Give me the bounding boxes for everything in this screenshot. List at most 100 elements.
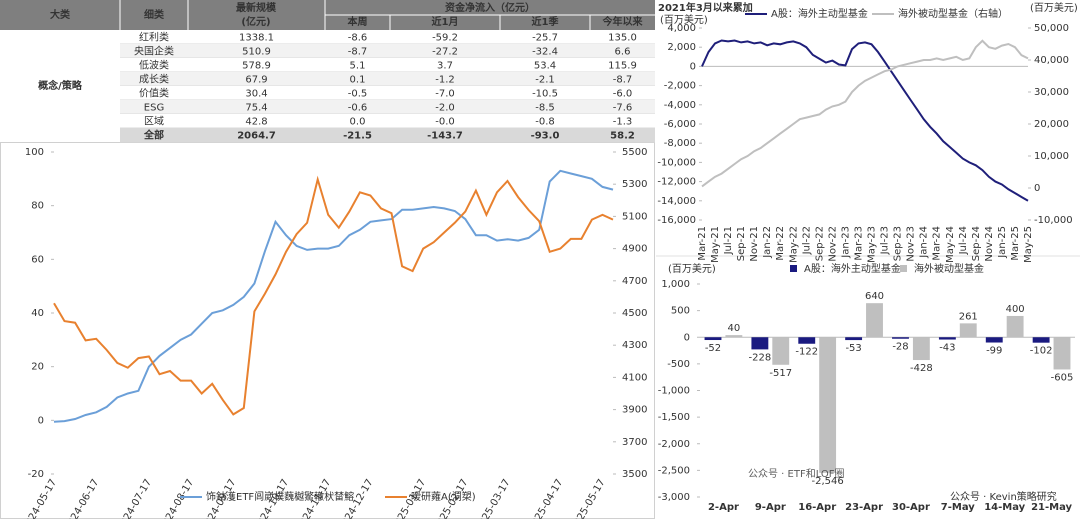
header: 最新规模	[236, 1, 277, 14]
tick-label: 3500	[622, 469, 647, 480]
table-cell: -6.0	[613, 89, 633, 100]
tick-label: -10,000	[1034, 215, 1073, 226]
table-cell: -0.0	[435, 117, 455, 128]
table-cell: 578.9	[242, 61, 271, 72]
tick-label: -500	[667, 359, 690, 370]
bar	[798, 337, 816, 344]
table-cell: -143.7	[427, 131, 463, 142]
table-cell: 30.4	[245, 89, 267, 100]
header: 资金净流入（亿元）	[445, 1, 535, 14]
series-line	[53, 169, 614, 423]
bar	[772, 337, 790, 365]
bar	[959, 323, 977, 338]
table-cell: -0.8	[535, 117, 555, 128]
y-axis-label: (百万美元)	[668, 262, 716, 275]
x-tick-label: 9-Apr	[755, 502, 786, 513]
legend-label: 暧研蕹A(洞槊)	[411, 490, 476, 503]
table-cell: -2.0	[435, 103, 455, 114]
bar	[938, 337, 956, 340]
tick-label: 4300	[622, 340, 647, 351]
series-line	[53, 175, 614, 416]
data-label: -53	[845, 343, 861, 354]
table-cell: 67.9	[245, 75, 267, 86]
tick-label: 500	[671, 306, 690, 317]
tick-label: 5100	[622, 211, 647, 222]
table-cell: 115.9	[608, 61, 637, 72]
x-tick-label: May-24	[945, 226, 956, 263]
tick-label: 3700	[622, 437, 647, 448]
table-cell: 5.1	[350, 61, 366, 72]
bar	[845, 337, 863, 341]
data-label: 640	[865, 291, 884, 302]
table-cell: 成长类	[139, 73, 169, 86]
x-tick-label: 2024-07-17	[116, 478, 155, 519]
table-cell: -7.0	[435, 89, 455, 100]
x-tick-label: May-21	[710, 226, 721, 263]
x-tick-label: Sep-21	[736, 226, 747, 261]
table-row	[120, 72, 655, 86]
table-cell: 510.9	[242, 47, 271, 58]
table-cell: -21.5	[343, 131, 372, 142]
data-label: 261	[959, 311, 978, 322]
data-label: -605	[1051, 372, 1074, 383]
table-cell: 低波类	[139, 59, 169, 72]
tick-label: 80	[31, 201, 44, 212]
tick-label: 4700	[622, 276, 647, 287]
table-row	[120, 44, 655, 58]
bar	[892, 337, 909, 339]
tick-label: 5300	[622, 179, 647, 190]
table-row	[120, 58, 655, 72]
x-tick-label: Nov-24	[984, 226, 995, 262]
x-tick-label: Sep-22	[814, 226, 825, 261]
tick-label: -14,000	[657, 196, 696, 207]
data-label: -517	[769, 368, 792, 379]
legend-label: 饰鈷濩ETF闾崴樸蘶樾鰵轍枤榃鰫	[206, 490, 354, 503]
legend-label: 海外被动型基金	[914, 262, 984, 275]
x-tick-label: Nov-21	[749, 226, 760, 262]
table-cell: -2.1	[535, 75, 555, 86]
table-cell: -32.4	[532, 47, 558, 58]
table-cell: -1.2	[435, 75, 455, 86]
table-cell: 0.0	[350, 117, 366, 128]
tick-label: -20	[28, 469, 44, 480]
tick-label: -10,000	[657, 157, 696, 168]
x-tick-label: Mar-23	[853, 226, 864, 261]
y2-axis-label: (百万美元)	[1030, 1, 1078, 14]
data-label: -43	[939, 343, 955, 354]
data-label: 40	[728, 323, 741, 334]
x-tick-label: 2024-06-17	[63, 478, 102, 519]
table-cell: -10.5	[532, 89, 558, 100]
table-cell: -1.3	[613, 117, 633, 128]
table-cell: -0.6	[348, 103, 368, 114]
tick-label: 100	[25, 147, 44, 158]
data-label: -2,546	[812, 476, 844, 487]
tick-label: 1,000	[661, 279, 690, 290]
bar	[1032, 337, 1050, 343]
x-tick-label: Sep-24	[971, 226, 982, 261]
tick-label: 5500	[622, 147, 647, 158]
table-cell: 价值类	[139, 87, 169, 100]
x-tick-label: Jan-24	[919, 226, 930, 259]
data-label: -122	[795, 347, 818, 358]
x-tick-label: Mar-22	[775, 226, 786, 261]
table-cell: -8.5	[535, 103, 555, 114]
x-tick-label: Sep-23	[893, 226, 904, 261]
tick-label: 0	[690, 61, 696, 72]
tick-label: 20,000	[1034, 119, 1069, 130]
tick-label: -6,000	[664, 119, 696, 130]
x-tick-label: 21-May	[1031, 502, 1072, 513]
tick-label: 10,000	[1034, 151, 1069, 162]
bar	[704, 337, 722, 341]
bar	[912, 337, 930, 361]
bar	[819, 337, 837, 473]
tick-label: 50,000	[1034, 23, 1069, 34]
legend-label: A股：海外主动型基金	[771, 7, 868, 20]
tick-label: 40,000	[1034, 55, 1069, 66]
table-cell: 央国企类	[134, 45, 174, 58]
tick-label: -2,000	[658, 439, 690, 450]
x-tick-label: 7-May	[941, 502, 976, 513]
legend-label: 海外被动型基金（右轴）	[898, 7, 1008, 20]
y-axis-label: (百万美元)	[660, 13, 708, 26]
x-tick-label: 16-Apr	[798, 502, 836, 513]
table-cell: 3.7	[437, 61, 453, 72]
